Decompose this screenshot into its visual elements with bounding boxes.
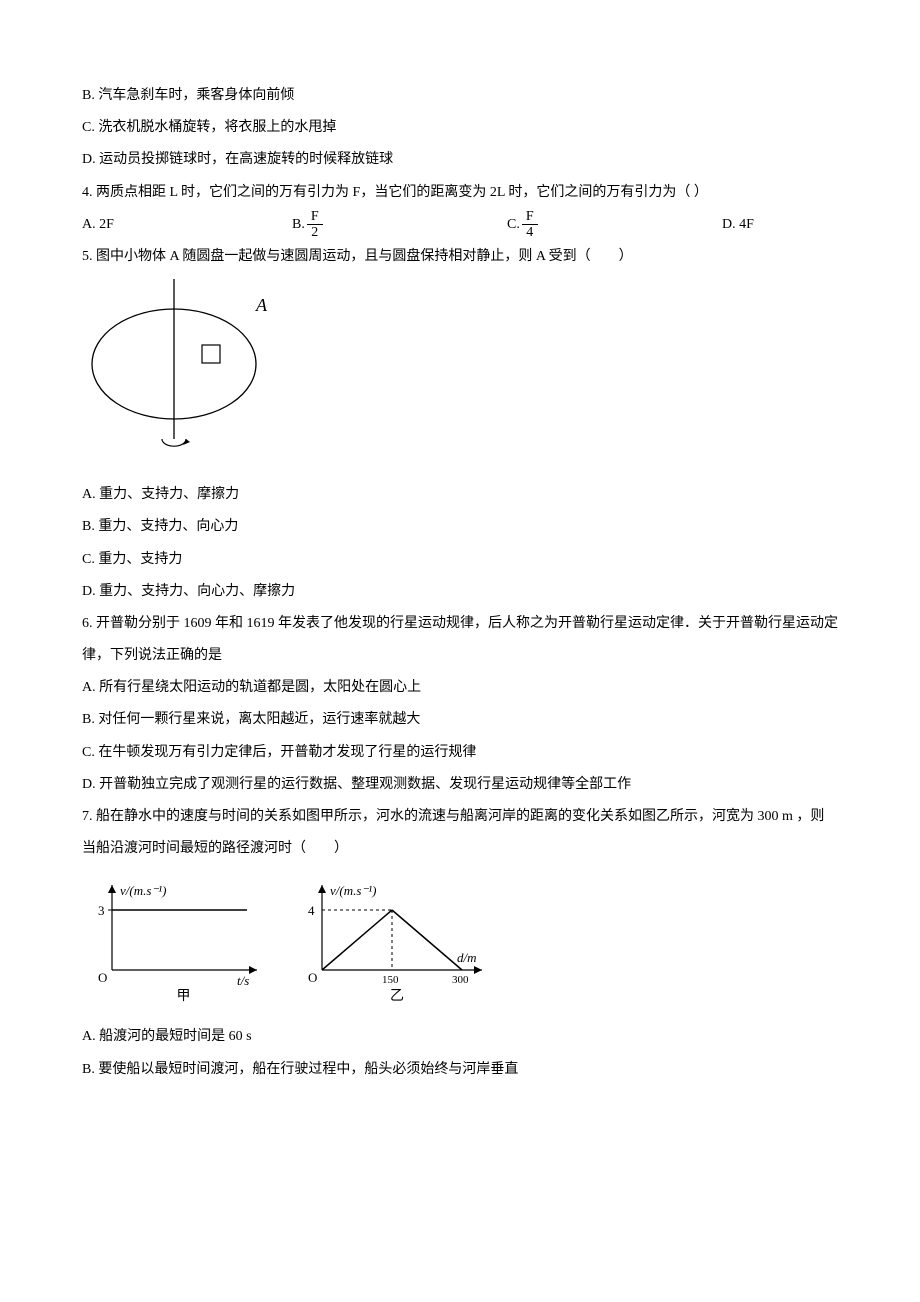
q5-option-c: C. 重力、支持力 xyxy=(82,544,838,576)
q4-option-c: C. F 4 xyxy=(507,209,722,241)
q4-option-d: D. 4F xyxy=(722,209,754,241)
svg-text:A: A xyxy=(255,295,268,315)
q7-option-a: A. 船渡河的最短时间是 60 s xyxy=(82,1021,838,1053)
q7-option-b: B. 要使船以最短时间渡河，船在行驶过程中，船头必须始终与河岸垂直 xyxy=(82,1054,838,1086)
frac-num: F xyxy=(307,209,323,225)
q4-stem: 4. 两质点相距 L 时，它们之间的万有引力为 F，当它们的距离变为 2L 时，… xyxy=(82,177,838,209)
q6-stem: 6. 开普勒分别于 1609 年和 1619 年发表了他发现的行星运动规律，后人… xyxy=(82,608,838,672)
q6-option-b: B. 对任何一颗行星来说，离太阳越近，运行速率就越大 xyxy=(82,704,838,736)
svg-text:ν/(m.s⁻¹): ν/(m.s⁻¹) xyxy=(330,883,377,898)
q5-stem: 5. 图中小物体 A 随圆盘一起做与速圆周运动，且与圆盘保持相对静止，则 A 受… xyxy=(82,241,838,273)
q6-option-a: A. 所有行星绕太阳运动的轨道都是圆，太阳处在圆心上 xyxy=(82,672,838,704)
q5-option-d: D. 重力、支持力、向心力、摩擦力 xyxy=(82,576,838,608)
disk-diagram: A xyxy=(82,279,292,469)
q3-option-d: D. 运动员投掷链球时，在高速旋转的时候释放链球 xyxy=(82,144,838,176)
q4-b-prefix: B. xyxy=(292,209,305,241)
q4-options: A. 2F B. F 2 C. F 4 D. 4F xyxy=(82,209,838,241)
chart-yi: ν/(m.s⁻¹) d/m 4 150 300 O 乙 xyxy=(292,875,492,1005)
svg-text:甲: 甲 xyxy=(177,989,191,1004)
frac-den: 2 xyxy=(307,225,322,240)
q3-option-b: B. 汽车急刹车时，乘客身体向前倾 xyxy=(82,80,838,112)
svg-text:ν/(m.s⁻¹): ν/(m.s⁻¹) xyxy=(120,883,167,898)
q7-stem: 7. 船在静水中的速度与时间的关系如图甲所示，河水的流速与船离河岸的距离的变化关… xyxy=(82,801,838,865)
q5-diagram: A xyxy=(82,279,838,469)
svg-text:d/m: d/m xyxy=(457,950,477,965)
fraction-f-2: F 2 xyxy=(307,209,323,241)
svg-text:t/s: t/s xyxy=(237,973,249,988)
svg-text:O: O xyxy=(98,970,107,985)
q6-option-d: D. 开普勒独立完成了观测行星的运行数据、整理观测数据、发现行星运动规律等全部工… xyxy=(82,769,838,801)
frac-num: F xyxy=(522,209,538,225)
svg-text:150: 150 xyxy=(382,974,399,986)
chart-jia: ν/(m.s⁻¹) t/s 3 O 甲 xyxy=(82,875,262,1005)
q6-option-c: C. 在牛顿发现万有引力定律后，开普勒才发现了行星的运行规律 xyxy=(82,737,838,769)
q4-option-a: A. 2F xyxy=(82,209,292,241)
q4-c-prefix: C. xyxy=(507,209,520,241)
svg-text:4: 4 xyxy=(308,903,315,918)
svg-text:乙: 乙 xyxy=(390,988,404,1004)
q5-option-a: A. 重力、支持力、摩擦力 xyxy=(82,479,838,511)
q7-charts: ν/(m.s⁻¹) t/s 3 O 甲 ν/(m.s⁻¹) d/m 4 150 300 O 乙 xyxy=(82,875,838,1005)
q5-option-b: B. 重力、支持力、向心力 xyxy=(82,511,838,543)
svg-text:3: 3 xyxy=(98,903,105,918)
frac-den: 4 xyxy=(522,225,537,240)
q4-option-b: B. F 2 xyxy=(292,209,507,241)
svg-text:O: O xyxy=(308,970,317,985)
q3-option-c: C. 洗衣机脱水桶旋转，将衣服上的水甩掉 xyxy=(82,112,838,144)
fraction-f-4: F 4 xyxy=(522,209,538,241)
svg-text:300: 300 xyxy=(452,974,469,986)
